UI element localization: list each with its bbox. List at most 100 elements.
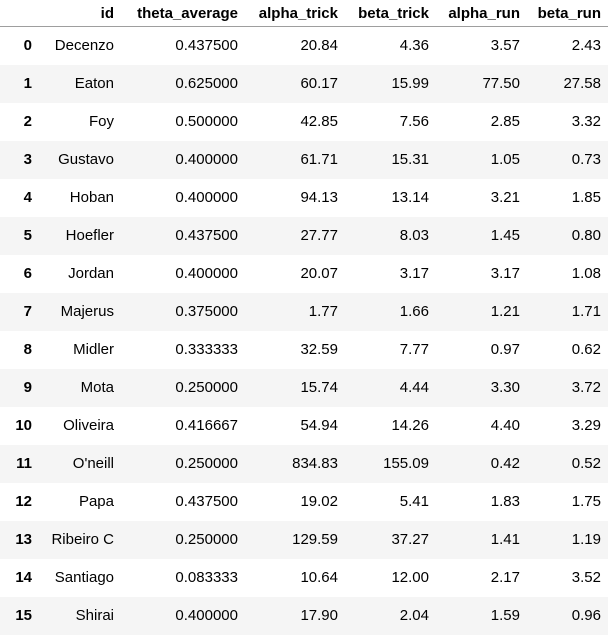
cell-beta-run: 1.75 <box>571 493 601 510</box>
cell-alpha-run: 1.59 <box>490 607 520 624</box>
cell-beta-run: 3.72 <box>571 379 601 396</box>
cell-theta-average: 0.083333 <box>175 569 238 586</box>
table-row: 2 Foy 0.500000 42.85 7.56 2.85 3.32 <box>0 103 608 141</box>
cell-beta-trick: 3.17 <box>399 265 429 282</box>
cell-id: Jordan <box>68 265 114 282</box>
cell-beta-trick: 1.66 <box>399 303 429 320</box>
cell-theta-average: 0.400000 <box>175 265 238 282</box>
table-row: 0 Decenzo 0.437500 20.84 4.36 3.57 2.43 <box>0 27 608 65</box>
cell-alpha-run: 2.85 <box>490 113 520 130</box>
cell-alpha-run: 1.05 <box>490 151 520 168</box>
row-index: 8 <box>23 341 32 358</box>
table-row: 12 Papa 0.437500 19.02 5.41 1.83 1.75 <box>0 483 608 521</box>
header-index <box>0 0 39 27</box>
table-row: 5 Hoefler 0.437500 27.77 8.03 1.45 0.80 <box>0 216 608 255</box>
cell-alpha-run: 1.83 <box>490 493 520 510</box>
table-header: id theta_average alpha_trick beta_trick … <box>0 0 608 27</box>
cell-alpha-run: 3.17 <box>490 265 520 282</box>
cell-beta-trick: 7.77 <box>399 341 429 358</box>
cell-theta-average: 0.625000 <box>175 75 238 92</box>
row-index: 6 <box>23 265 32 282</box>
table-row: 15 Shirai 0.400000 17.90 2.04 1.59 0.96 <box>0 596 608 635</box>
cell-beta-run: 3.52 <box>571 569 601 586</box>
cell-beta-run: 0.73 <box>571 151 601 168</box>
table-row: 14 Santiago 0.083333 10.64 12.00 2.17 3.52 <box>0 559 608 597</box>
cell-alpha-run: 0.97 <box>490 341 520 358</box>
row-index: 7 <box>23 303 32 320</box>
cell-id: Ribeiro C <box>51 531 114 548</box>
cell-alpha-trick: 20.84 <box>300 37 338 55</box>
table-row: 6 Jordan 0.400000 20.07 3.17 3.17 1.08 <box>0 255 608 293</box>
cell-theta-average: 0.500000 <box>175 113 238 130</box>
cell-beta-trick: 2.04 <box>399 607 429 624</box>
cell-alpha-trick: 54.94 <box>300 417 338 434</box>
cell-theta-average: 0.400000 <box>175 189 238 206</box>
cell-beta-trick: 5.41 <box>399 493 429 510</box>
row-index: 1 <box>23 75 32 92</box>
cell-beta-run: 1.08 <box>571 265 601 282</box>
cell-beta-run: 0.80 <box>571 227 601 244</box>
cell-beta-trick: 12.00 <box>391 569 429 586</box>
cell-theta-average: 0.250000 <box>175 455 238 472</box>
cell-theta-average: 0.437500 <box>175 493 238 510</box>
cell-beta-run: 2.43 <box>571 37 601 55</box>
cell-alpha-trick: 94.13 <box>300 189 338 206</box>
table-row: 4 Hoban 0.400000 94.13 13.14 3.21 1.85 <box>0 179 608 217</box>
row-index: 9 <box>23 379 32 396</box>
cell-alpha-run: 1.45 <box>490 227 520 244</box>
table-row: 8 Midler 0.333333 32.59 7.77 0.97 0.62 <box>0 331 608 369</box>
cell-alpha-run: 2.17 <box>490 569 520 586</box>
header-beta-run: beta_run <box>527 0 608 27</box>
cell-id: Oliveira <box>63 417 114 434</box>
cell-theta-average: 0.333333 <box>175 341 238 358</box>
table-row: 11 O'neill 0.250000 834.83 155.09 0.42 0.52 <box>0 444 608 483</box>
header-theta-average: theta_average <box>121 0 245 27</box>
cell-beta-run: 0.52 <box>571 455 601 472</box>
cell-id: Hoefler <box>65 227 114 244</box>
cell-id: Majerus <box>60 303 114 320</box>
row-index: 2 <box>23 113 32 130</box>
cell-beta-trick: 37.27 <box>391 531 429 548</box>
cell-id: Santiago <box>54 569 114 586</box>
table-row: 10 Oliveira 0.416667 54.94 14.26 4.40 3.29 <box>0 407 608 445</box>
table-row: 3 Gustavo 0.400000 61.71 15.31 1.05 0.73 <box>0 140 608 179</box>
cell-beta-run: 0.62 <box>571 341 601 358</box>
cell-alpha-run: 3.57 <box>490 37 520 55</box>
header-alpha-trick: alpha_trick <box>245 0 345 27</box>
cell-alpha-trick: 27.77 <box>300 227 338 244</box>
cell-id: Shirai <box>75 607 114 624</box>
cell-beta-trick: 4.36 <box>399 37 429 55</box>
cell-beta-trick: 4.44 <box>399 379 429 396</box>
cell-alpha-trick: 15.74 <box>300 379 338 396</box>
header-beta-trick: beta_trick <box>345 0 436 27</box>
table-row: 7 Majerus 0.375000 1.77 1.66 1.21 1.71 <box>0 292 608 331</box>
cell-alpha-trick: 60.17 <box>300 75 338 92</box>
row-index: 13 <box>15 531 32 548</box>
cell-beta-run: 3.32 <box>571 113 601 130</box>
cell-theta-average: 0.437500 <box>175 37 238 55</box>
cell-beta-trick: 155.09 <box>383 455 429 472</box>
cell-alpha-run: 4.40 <box>490 417 520 434</box>
cell-theta-average: 0.437500 <box>175 227 238 244</box>
cell-alpha-trick: 129.59 <box>292 531 338 548</box>
cell-id: Decenzo <box>54 37 114 55</box>
cell-theta-average: 0.250000 <box>175 531 238 548</box>
row-index: 14 <box>15 569 32 586</box>
cell-beta-trick: 14.26 <box>391 417 429 434</box>
cell-alpha-run: 1.21 <box>490 303 520 320</box>
row-index: 3 <box>23 151 32 168</box>
cell-id: Eaton <box>74 75 114 92</box>
cell-theta-average: 0.400000 <box>175 151 238 168</box>
cell-alpha-trick: 32.59 <box>300 341 338 358</box>
cell-beta-run: 3.29 <box>571 417 601 434</box>
table-row: 9 Mota 0.250000 15.74 4.44 3.30 3.72 <box>0 368 608 407</box>
cell-id: O'neill <box>72 455 114 472</box>
cell-alpha-trick: 834.83 <box>292 455 338 472</box>
cell-theta-average: 0.375000 <box>175 303 238 320</box>
cell-beta-run: 1.85 <box>571 189 601 206</box>
cell-id: Foy <box>88 113 114 130</box>
cell-theta-average: 0.250000 <box>175 379 238 396</box>
cell-alpha-run: 0.42 <box>490 455 520 472</box>
table-row: 13 Ribeiro C 0.250000 129.59 37.27 1.41 1.19 <box>0 520 608 559</box>
cell-alpha-run: 3.30 <box>490 379 520 396</box>
